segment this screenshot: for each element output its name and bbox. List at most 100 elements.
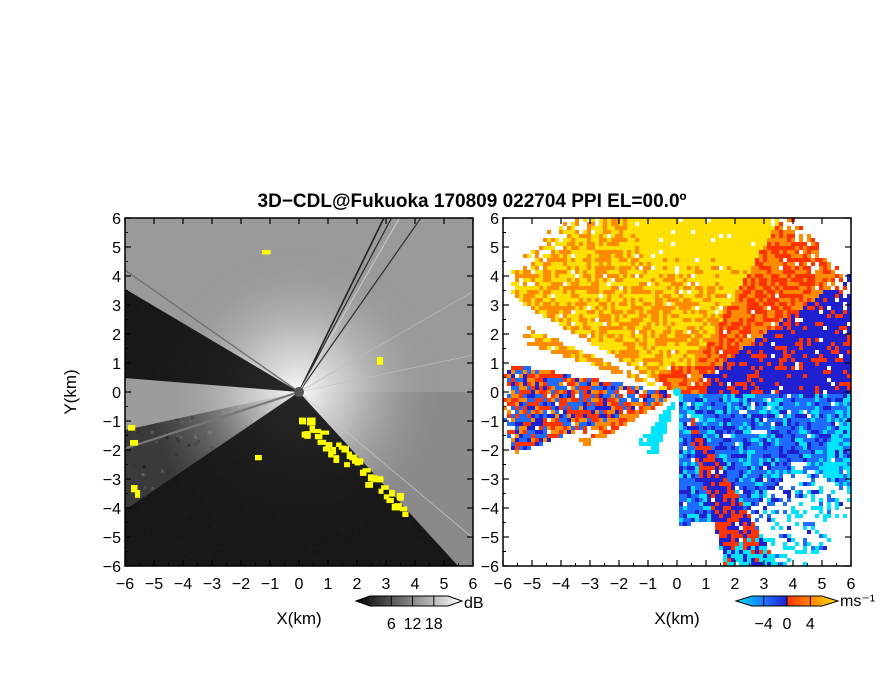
velocity-pixel [567, 286, 571, 290]
velocity-pixel [623, 358, 627, 362]
velocity-pixel [687, 258, 691, 262]
velocity-pixel [667, 250, 671, 254]
velocity-pixel [795, 374, 799, 378]
velocity-pixel [623, 258, 627, 262]
velocity-pixel [771, 254, 775, 258]
velocity-pixel [739, 406, 743, 410]
velocity-pixel [607, 298, 611, 302]
velocity-pixel [783, 394, 787, 398]
velocity-pixel [575, 266, 579, 270]
velocity-pixel [603, 386, 607, 390]
velocity-pixel [611, 242, 615, 246]
velocity-pixel [791, 314, 795, 318]
velocity-pixel [823, 382, 827, 386]
velocity-pixel [603, 306, 607, 310]
velocity-pixel [651, 398, 655, 402]
velocity-pixel [755, 306, 759, 310]
velocity-pixel [679, 230, 683, 234]
velocity-pixel [807, 274, 811, 278]
velocity-pixel [723, 242, 727, 246]
velocity-pixel [547, 386, 551, 390]
velocity-pixel [727, 230, 731, 234]
velocity-pixel [691, 306, 695, 310]
velocity-pixel [555, 242, 559, 246]
velocity-pixel [751, 302, 755, 306]
velocity-pixel [711, 386, 715, 390]
velocity-pixel [771, 274, 775, 278]
velocity-pixel [575, 314, 579, 318]
velocity-pixel [531, 414, 535, 418]
velocity-pixel [783, 398, 787, 402]
velocity-pixel [759, 306, 763, 310]
velocity-pixel [731, 298, 735, 302]
velocity-pixel [635, 350, 639, 354]
velocity-pixel [615, 390, 619, 394]
velocity-pixel [647, 238, 651, 242]
velocity-pixel [807, 366, 811, 370]
velocity-pixel [751, 330, 755, 334]
velocity-pixel [627, 386, 631, 390]
velocity-pixel [799, 378, 803, 382]
velocity-pixel [703, 382, 707, 386]
velocity-pixel [591, 278, 595, 282]
velocity-pixel [739, 402, 743, 406]
velocity-pixel [819, 334, 823, 338]
velocity-pixel [699, 366, 703, 370]
velocity-pixel [735, 258, 739, 262]
velocity-pixel [523, 402, 527, 406]
velocity-pixel [631, 282, 635, 286]
velocity-pixel [635, 294, 639, 298]
velocity-pixel [819, 358, 823, 362]
velocity-pixel [795, 358, 799, 362]
velocity-pixel [543, 394, 547, 398]
velocity-pixel [619, 234, 623, 238]
velocity-pixel [719, 250, 723, 254]
velocity-pixel [755, 274, 759, 278]
velocity-pixel [563, 310, 567, 314]
velocity-pixel [803, 306, 807, 310]
velocity-pixel [787, 398, 791, 402]
velocity-pixel [827, 266, 831, 270]
velocity-pixel [763, 302, 767, 306]
velocity-pixel [659, 358, 663, 362]
velocity-pixel [775, 342, 779, 346]
velocity-pixel [791, 358, 795, 362]
velocity-pixel [623, 406, 627, 410]
velocity-pixel [663, 222, 667, 226]
velocity-pixel [787, 370, 791, 374]
velocity-pixel [699, 270, 703, 274]
flagged-echo-pixel [386, 497, 394, 504]
velocity-pixel [611, 246, 615, 250]
velocity-pixel [799, 370, 803, 374]
velocity-pixel [723, 222, 727, 226]
velocity-pixel [631, 362, 635, 366]
velocity-pixel [631, 286, 635, 290]
velocity-pixel [683, 402, 687, 406]
velocity-pixel [779, 366, 783, 370]
velocity-pixel [767, 374, 771, 378]
velocity-pixel [731, 406, 735, 410]
velocity-pixel [687, 302, 691, 306]
velocity-pixel [735, 310, 739, 314]
velocity-pixel [799, 346, 803, 350]
velocity-pixel [795, 398, 799, 402]
noise-speckle [152, 454, 156, 458]
velocity-pixel [827, 338, 831, 342]
velocity-pixel [623, 222, 627, 226]
velocity-pixel [599, 250, 603, 254]
velocity-pixel [611, 262, 615, 266]
velocity-pixel [807, 310, 811, 314]
velocity-pixel [803, 382, 807, 386]
velocity-pixel [671, 314, 675, 318]
velocity-pixel [511, 282, 515, 286]
velocity-pixel [743, 326, 747, 330]
velocity-pixel [663, 310, 667, 314]
velocity-pixel [623, 306, 627, 310]
velocity-pixel [515, 406, 519, 410]
velocity-pixel [771, 386, 775, 390]
velocity-pixel [655, 282, 659, 286]
velocity-pixel [747, 346, 751, 350]
velocity-pixel [695, 238, 699, 242]
velocity-pixel [663, 414, 667, 418]
velocity-pixel [527, 366, 531, 370]
